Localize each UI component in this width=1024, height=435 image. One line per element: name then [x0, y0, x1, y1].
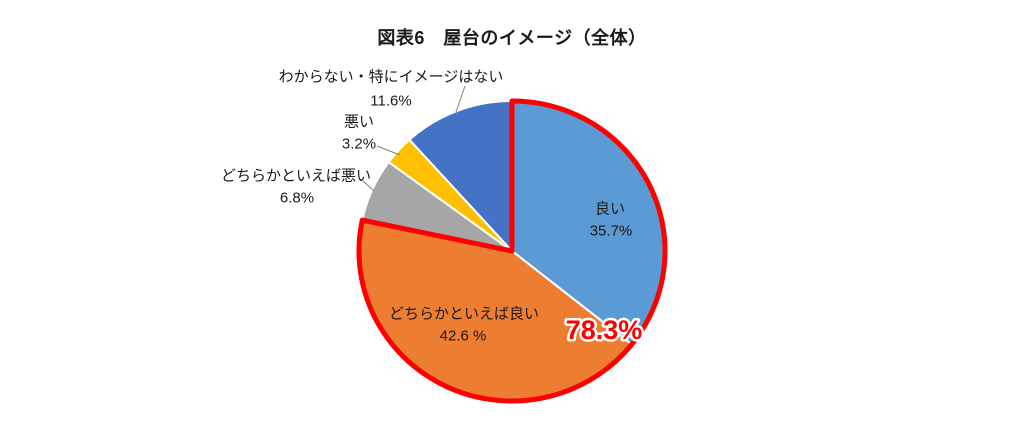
- slice-label-0: 良い: [595, 201, 625, 218]
- slice-label-3: 悪い: [344, 114, 374, 131]
- chart-title: 図表6 屋台のイメージ（全体）: [377, 28, 647, 48]
- highlight-value-label: 78.3%: [566, 315, 643, 345]
- leader-line-4: [455, 85, 466, 113]
- leader-line-3: [376, 145, 401, 156]
- slice-value-0: 35.7%: [590, 223, 633, 240]
- slice-label-1: どちらかといえば良い: [389, 306, 539, 323]
- slice-label-2: どちらかといえば悪い: [221, 168, 371, 185]
- slice-value-3: 3.2%: [342, 136, 376, 153]
- leader-line-2: [362, 180, 375, 192]
- slice-value-1: 42.6 %: [440, 328, 487, 345]
- slice-label-4: わからない・特にイメージはない: [279, 69, 504, 86]
- slice-value-4: 11.6%: [370, 93, 411, 110]
- slice-value-2: 6.8%: [280, 190, 314, 207]
- highlight-outline: [356, 98, 668, 404]
